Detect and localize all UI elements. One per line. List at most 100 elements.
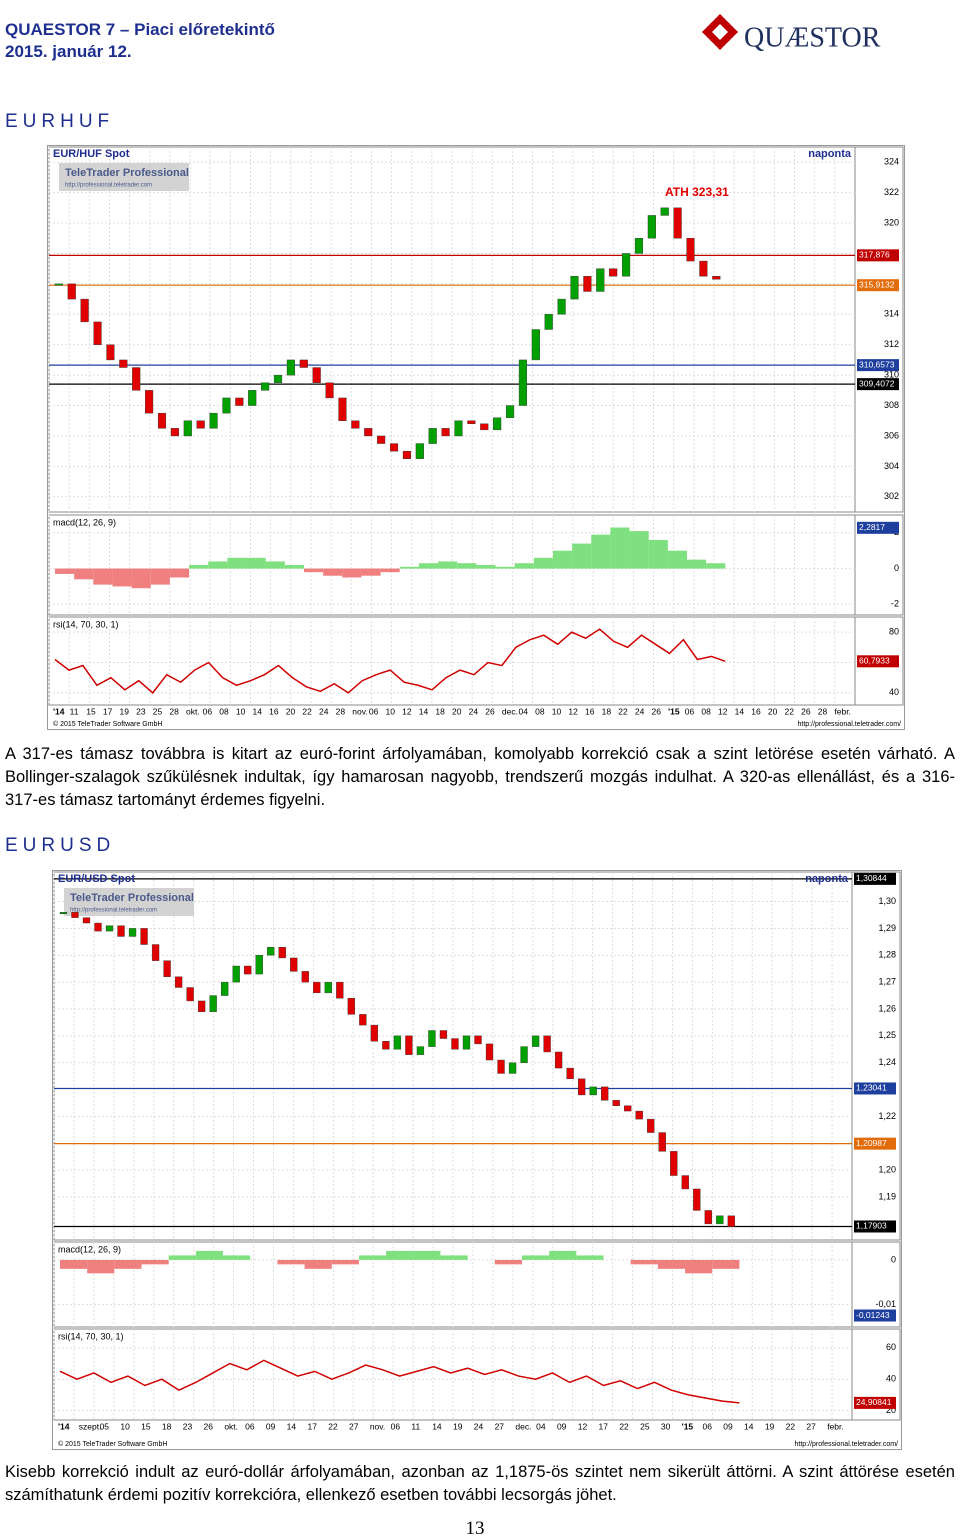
x-tick-label: 18	[435, 706, 445, 716]
macd-bar	[591, 534, 611, 569]
x-tick-label: '15	[682, 1421, 694, 1431]
x-tick-label: 26	[801, 706, 811, 716]
candle	[183, 420, 192, 437]
x-tick-label: 24	[635, 706, 645, 716]
y-tick-label: 306	[884, 430, 899, 440]
candle	[351, 420, 360, 429]
candle	[531, 1035, 540, 1047]
chart: 302304306308310312314316318320322324317,…	[47, 145, 905, 730]
watermark-box	[59, 163, 189, 191]
candle	[451, 1038, 459, 1050]
y-tick-label: 310	[884, 370, 899, 380]
candle	[370, 1024, 379, 1042]
x-tick-label: 17	[103, 706, 113, 716]
x-tick-label: 22	[328, 1421, 338, 1431]
macd-bar	[514, 563, 534, 569]
candle	[221, 981, 229, 996]
macd-bar	[150, 568, 170, 585]
candle	[520, 1046, 528, 1063]
level-box	[857, 249, 899, 262]
candle	[93, 321, 102, 345]
candle	[94, 922, 102, 932]
macd-bar	[533, 557, 553, 569]
panel	[48, 146, 856, 513]
y-tick-label: 0	[891, 1254, 896, 1264]
y-tick-label: 40	[889, 687, 899, 697]
macd-bar	[706, 563, 726, 569]
panel-label: rsi(14, 70, 30, 1)	[53, 619, 119, 629]
x-tick-label: 18	[162, 1421, 172, 1431]
candle	[497, 1059, 505, 1074]
candle	[106, 344, 115, 361]
candle	[140, 928, 148, 945]
candle	[325, 382, 334, 399]
candle	[71, 912, 79, 918]
candle	[338, 397, 347, 421]
paragraph: Kisebb korrekció indult az euró-dollár á…	[5, 1463, 955, 1504]
candle	[244, 965, 252, 975]
x-tick-label: 24	[474, 1421, 484, 1431]
axis-area	[854, 146, 904, 513]
y-tick-label: 1,27	[878, 977, 896, 987]
logo-text: QUÆSTOR	[744, 22, 881, 53]
candle	[209, 995, 217, 1012]
x-tick-label: 12	[578, 1421, 588, 1431]
candle	[235, 397, 244, 406]
macd-bar	[168, 1255, 196, 1260]
x-tick-label: 09	[723, 1421, 733, 1431]
candle	[196, 420, 205, 429]
candle	[454, 420, 463, 437]
section-heading: EURUSD	[5, 835, 116, 856]
x-tick-label: 11	[411, 1421, 420, 1431]
level-label: 24,90841	[856, 1397, 892, 1407]
y-tick-label: 1,19	[878, 1191, 896, 1201]
x-tick-label: dec.	[515, 1421, 531, 1431]
candle	[286, 359, 295, 376]
x-tick-label: okt.	[224, 1421, 238, 1431]
candle	[508, 1062, 517, 1074]
y-tick-label: 324	[884, 157, 899, 167]
candle	[402, 450, 411, 459]
candle	[128, 928, 137, 937]
y-tick-label: 60	[886, 1342, 896, 1352]
x-tick-label: febr.	[834, 706, 851, 716]
rsi-line	[59, 1359, 740, 1404]
candle	[301, 971, 309, 983]
y-tick-label: 1,30	[878, 896, 896, 906]
candle	[612, 1100, 620, 1106]
panel-label: macd(12, 26, 9)	[53, 517, 116, 527]
level-label: 315,9132	[859, 279, 895, 289]
candle	[273, 374, 283, 383]
x-tick-label: 04	[519, 706, 529, 716]
candle	[336, 981, 344, 999]
candle	[704, 1210, 712, 1225]
x-tick-label: szept.	[79, 1421, 102, 1431]
page-number: 13	[465, 1518, 485, 1539]
candle	[174, 976, 183, 988]
candle	[312, 367, 321, 383]
macd-bar	[195, 1250, 224, 1260]
candle	[290, 957, 298, 972]
level-label: 2,2817	[859, 522, 885, 532]
macd-bar	[712, 1259, 740, 1269]
x-tick-label: 24	[319, 706, 329, 716]
candle	[634, 238, 644, 254]
macd-bar	[265, 561, 285, 569]
candle	[299, 359, 308, 368]
x-tick-label: '15	[668, 706, 680, 716]
chart-title: EUR/HUF Spot	[53, 148, 130, 160]
macd-bar	[667, 550, 688, 569]
level-label: 1,20987	[856, 1138, 887, 1148]
level-box	[854, 872, 896, 885]
x-tick-label: 28	[169, 706, 179, 716]
paragraph: A 317-es támasz továbbra is kitart az eu…	[5, 745, 955, 809]
macd-bar	[284, 565, 304, 569]
macd-bar	[114, 1259, 142, 1269]
y-tick-label: 320	[884, 217, 899, 227]
macd-bar	[361, 568, 381, 576]
macd-bar	[440, 1255, 468, 1260]
panel-label: macd(12, 26, 9)	[58, 1244, 121, 1254]
candle	[699, 260, 708, 277]
candle	[255, 955, 263, 975]
y-tick-label: 1,25	[878, 1030, 896, 1040]
